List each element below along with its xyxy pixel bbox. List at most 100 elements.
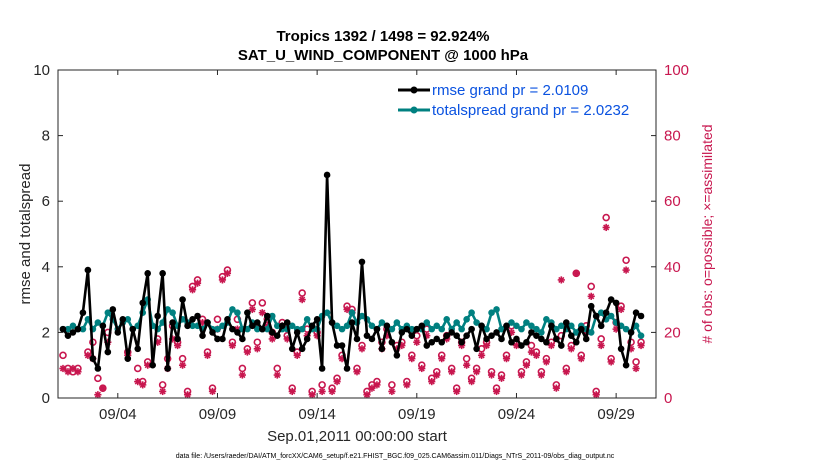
obs-assimilated-marker (373, 381, 381, 389)
rmse-point (378, 345, 386, 353)
totalspread-point (268, 312, 276, 320)
rmse-point (473, 345, 480, 353)
rmse-point (563, 319, 570, 326)
obs-assimilated-marker (248, 305, 256, 314)
totalspread-point (597, 309, 605, 317)
totalspread-point (254, 325, 261, 333)
rmse-point (104, 348, 112, 356)
rmse-point (353, 335, 361, 343)
rmse-point (453, 332, 460, 339)
totalspread-point (637, 332, 645, 339)
obs-assimilated-marker (517, 371, 526, 379)
rmse-point (558, 342, 565, 349)
obs-assimilated-marker (74, 368, 82, 376)
totalspread-point (378, 319, 386, 326)
rmse-point (438, 338, 446, 346)
obs-assimilated-marker (562, 368, 570, 376)
obs-assimilated-marker (433, 371, 441, 379)
rmse-point (249, 322, 256, 330)
obs-assimilated-marker (552, 384, 560, 392)
legend-rmse-marker (410, 86, 418, 94)
y2-tick-label: 80 (664, 128, 681, 145)
legend-rmse-label: rmse grand pr = 2.0109 (432, 82, 588, 99)
obs-assimilated-marker (597, 341, 605, 350)
totalspread-point (463, 315, 470, 323)
x-tick-label: 09/29 (597, 406, 635, 423)
obs-assimilated-marker (388, 387, 396, 396)
rmse-point (413, 325, 421, 333)
obs-assimilated-marker (84, 351, 92, 359)
rmse-point (458, 338, 465, 346)
rmse-point (234, 329, 241, 336)
totalspread-point (607, 312, 615, 320)
totalspread-point (538, 329, 545, 336)
obs-assimilated-marker (438, 355, 446, 363)
totalspread-point (498, 325, 505, 333)
rmse-point (219, 335, 226, 343)
totalspread-point (587, 329, 595, 336)
rmse-point (358, 258, 366, 266)
rmse-point (114, 329, 122, 336)
rmse-point (323, 171, 331, 179)
rmse-point (523, 338, 530, 346)
rmse-point (209, 329, 216, 336)
rmse-point (348, 319, 356, 326)
rmse-point (224, 315, 231, 323)
rmse-point (154, 312, 161, 320)
rmse-point (553, 335, 560, 343)
rmse-point (418, 322, 426, 330)
obs-assimilated-marker (448, 368, 456, 376)
legend-spread-label: totalspread grand pr = 2.0232 (432, 102, 629, 119)
rmse-point (64, 332, 72, 339)
totalspread-point (493, 306, 500, 313)
obs-assimilated-marker (258, 309, 266, 317)
x-tick-label: 09/04 (99, 406, 137, 423)
totalspread-point (453, 319, 460, 326)
rmse-point (383, 322, 391, 330)
totalspread-point (323, 309, 331, 317)
obs-assimilated-marker (567, 345, 575, 353)
y2-axis-label: # of obs: o=possible; ×=assimilated (699, 124, 715, 343)
rmse-point (298, 345, 306, 353)
totalspread-point (533, 325, 540, 333)
rmse-point (184, 322, 191, 330)
totalspread-point (572, 329, 580, 336)
obs-assimilated-marker (193, 279, 202, 287)
y-tick-label: 4 (42, 259, 50, 276)
rmse-point (189, 315, 196, 323)
rmse-point (632, 309, 640, 317)
obs-assimilated-marker (428, 378, 436, 386)
totalspread-point (94, 319, 102, 326)
rmse-point (533, 332, 540, 339)
totalspread-point (567, 322, 575, 330)
rmse-point (508, 338, 515, 346)
totalspread-point (164, 306, 171, 313)
rmse-point (149, 361, 156, 369)
obs-assimilated-marker (94, 391, 102, 399)
totalspread-point (333, 322, 341, 330)
obs-assimilated-marker (542, 358, 550, 366)
obs-assimilated-marker (637, 341, 645, 350)
totalspread-point (343, 322, 351, 330)
x-axis-label: Sep.01,2011 00:00:00 start (267, 428, 448, 445)
rmse-point (144, 270, 151, 277)
rmse-point (627, 329, 635, 336)
totalspread-point (79, 325, 87, 333)
obs-possible-marker (213, 315, 222, 324)
rmse-point (239, 335, 246, 343)
obs-assimilated-marker (288, 387, 296, 396)
obs-assimilated-marker (497, 374, 506, 382)
rmse-point (543, 338, 550, 346)
totalspread-point (408, 325, 416, 333)
rmse-point (169, 319, 176, 326)
rmse-point (478, 322, 485, 330)
obs-possible-marker (587, 282, 596, 291)
totalspread-point (104, 309, 112, 317)
obs-assimilated-marker (577, 355, 585, 363)
totalspread-point (468, 309, 475, 317)
totalspread-point (513, 322, 520, 330)
rmse-point (244, 309, 251, 317)
rmse-point (463, 332, 470, 339)
rmse-point (393, 352, 401, 359)
rmse-point (109, 306, 117, 313)
